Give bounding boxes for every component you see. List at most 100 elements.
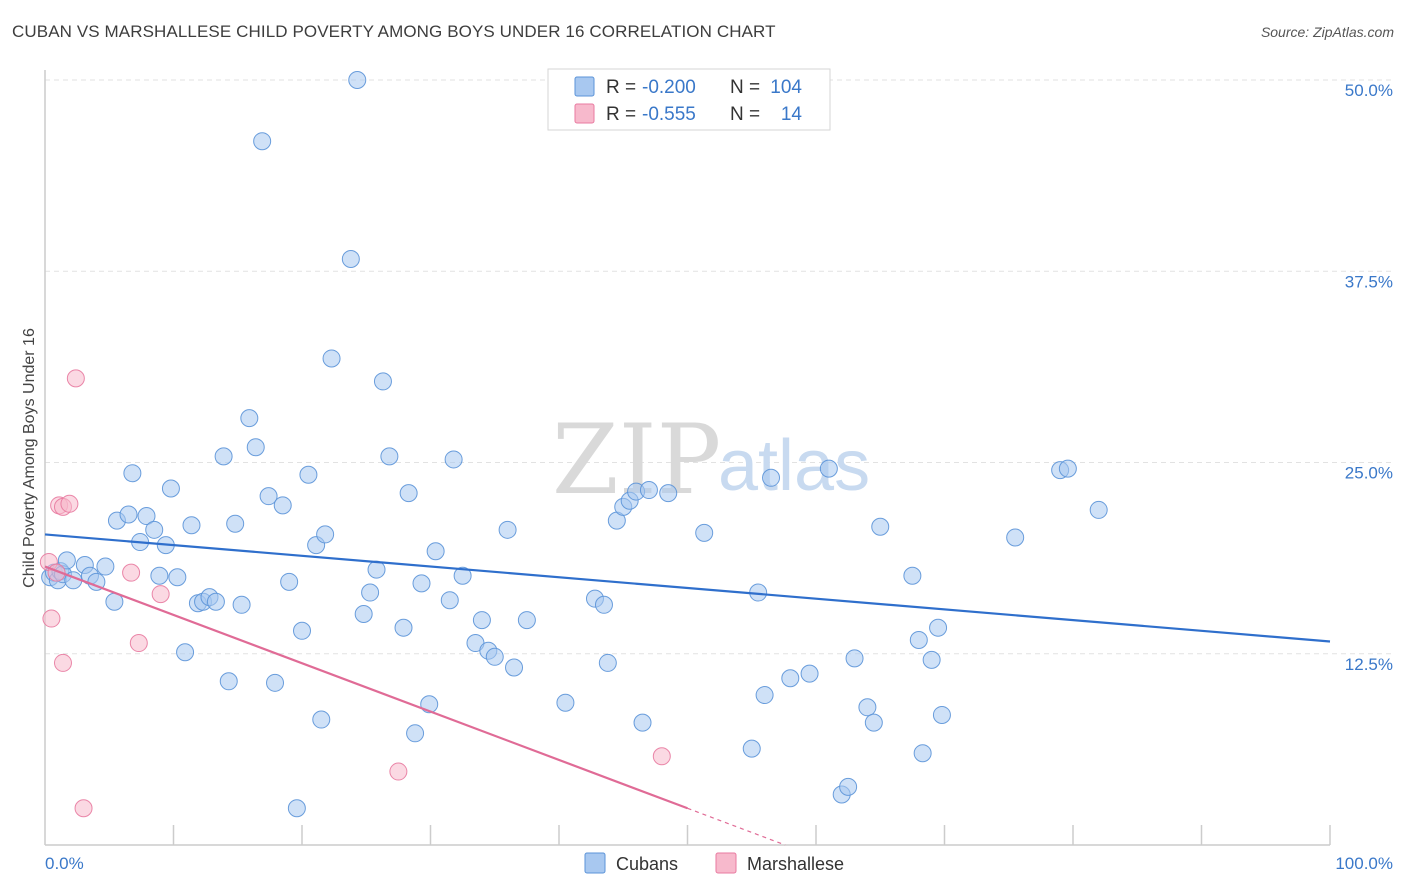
point-cubans: [639, 481, 658, 500]
point-marshallese: [122, 563, 141, 582]
point-cubans: [259, 487, 278, 506]
point-cubans: [695, 523, 714, 542]
point-cubans: [839, 777, 858, 796]
point-cubans: [444, 450, 463, 469]
point-marshallese: [53, 653, 72, 672]
point-cubans: [1089, 500, 1108, 519]
point-cubans: [161, 479, 180, 498]
point-cubans: [266, 673, 285, 692]
watermark-atlas: atlas: [718, 426, 870, 506]
y-axis-title: Child Poverty Among Boys Under 16: [21, 328, 38, 588]
point-cubans: [273, 496, 292, 515]
point-cubans: [505, 658, 524, 677]
point-cubans: [341, 250, 360, 269]
point-cubans: [845, 649, 864, 668]
point-cubans: [123, 464, 142, 483]
point-cubans: [293, 621, 311, 640]
point-cubans: [119, 505, 138, 524]
bottom-legend-swatch-marshallese: [715, 852, 737, 874]
data-points: [39, 71, 1108, 818]
y-tick-label: 25.0%: [1345, 464, 1393, 483]
point-cubans: [913, 744, 932, 763]
legend-r-value-cubans: -0.200: [642, 77, 696, 98]
y-tick-label: 50.0%: [1345, 81, 1393, 100]
point-cubans: [168, 568, 187, 587]
x-ticks: [172, 825, 1331, 845]
point-cubans: [232, 595, 251, 614]
point-cubans: [373, 372, 392, 391]
point-cubans: [176, 643, 195, 662]
x-tick-label-max: 100.0%: [1335, 854, 1393, 873]
point-cubans: [485, 647, 504, 666]
point-cubans: [659, 484, 678, 503]
point-cubans: [206, 592, 225, 611]
point-cubans: [742, 739, 761, 758]
y-tick-labels: 12.5% 25.0% 37.5% 50.0%: [1345, 81, 1393, 674]
point-cubans: [598, 653, 617, 672]
point-cubans: [922, 650, 941, 669]
point-cubans: [864, 713, 883, 732]
source-note: Source: ZipAtlas.com: [1260, 24, 1394, 40]
watermark: ZIP atlas: [552, 404, 870, 516]
trend-line-marshallese: [44, 565, 688, 810]
legend-n-label-cubans: N =: [730, 77, 760, 98]
trend-lines: [44, 533, 1331, 846]
y-tick-label: 12.5%: [1345, 655, 1393, 674]
point-cubans: [755, 686, 774, 705]
point-cubans: [399, 484, 418, 503]
point-cubans: [406, 724, 425, 743]
trend-line-cubans: [44, 533, 1331, 643]
legend-n-value-marshallese: 14: [781, 104, 803, 125]
point-cubans: [517, 611, 536, 630]
legend-swatch-cubans: [574, 76, 595, 97]
point-cubans: [150, 566, 169, 585]
point-cubans: [287, 799, 306, 818]
point-cubans: [312, 710, 331, 729]
point-cubans: [214, 447, 233, 466]
correlation-legend: R = -0.200 N = 104 R = -0.555 N = 14: [547, 68, 831, 131]
point-cubans: [1058, 459, 1077, 478]
point-cubans: [246, 438, 265, 457]
point-cubans: [240, 409, 259, 428]
bottom-legend-label-marshallese: Marshallese: [747, 854, 844, 874]
legend-n-value-cubans: 104: [770, 77, 802, 98]
bottom-legend-label-cubans: Cubans: [616, 854, 678, 874]
y-tick-label: 37.5%: [1345, 272, 1393, 291]
point-cubans: [394, 618, 413, 637]
point-marshallese: [129, 634, 148, 653]
grid-lines: [45, 79, 1393, 655]
chart-title: CUBAN VS MARSHALLESE CHILD POVERTY AMONG…: [12, 22, 776, 41]
point-cubans: [556, 693, 575, 712]
point-cubans: [57, 551, 76, 570]
point-cubans: [871, 517, 890, 536]
point-marshallese: [151, 585, 170, 604]
point-cubans: [253, 132, 272, 151]
point-marshallese: [652, 747, 671, 766]
point-cubans: [453, 566, 472, 585]
x-tick-label-min: 0.0%: [45, 854, 84, 873]
legend-n-label-marshallese: N =: [730, 104, 760, 125]
point-marshallese: [60, 494, 79, 513]
point-cubans: [280, 572, 299, 591]
point-cubans: [348, 71, 367, 89]
point-marshallese: [389, 762, 408, 781]
legend-box: [547, 68, 831, 131]
point-cubans: [819, 459, 838, 478]
point-marshallese: [74, 799, 93, 818]
point-cubans: [182, 516, 201, 535]
point-cubans: [800, 664, 819, 683]
point-cubans: [594, 595, 613, 614]
point-cubans: [909, 630, 928, 649]
point-cubans: [361, 583, 380, 602]
point-cubans: [96, 557, 115, 576]
point-cubans: [858, 698, 877, 717]
point-cubans: [932, 705, 951, 724]
point-cubans: [316, 525, 335, 544]
point-marshallese: [42, 609, 61, 628]
point-cubans: [380, 447, 399, 466]
point-cubans: [354, 604, 373, 623]
legend-r-value-marshallese: -0.555: [642, 104, 696, 125]
bottom-legend-swatch-cubans: [584, 852, 606, 874]
point-marshallese: [66, 369, 85, 388]
